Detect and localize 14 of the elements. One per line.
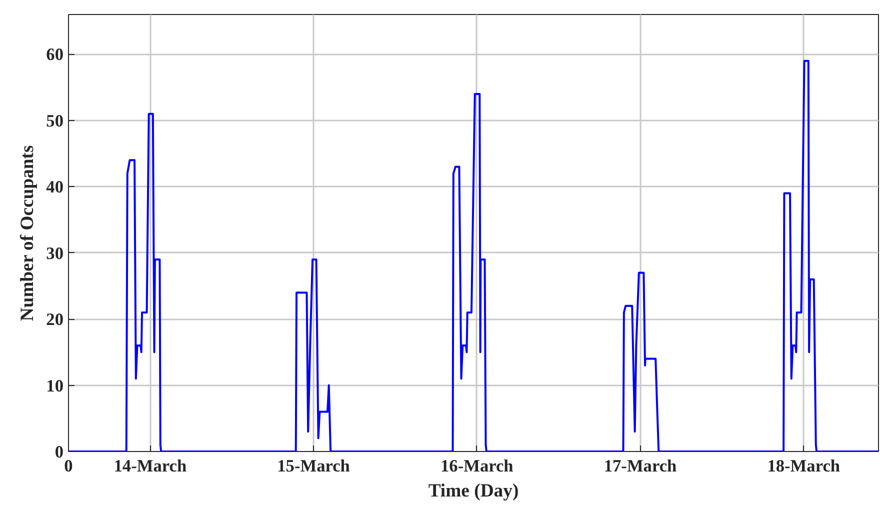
- y-axis-title: Number of Occupants: [17, 145, 38, 322]
- y-tick-label: 0: [54, 442, 64, 462]
- x-tick-label: 14-March: [114, 456, 187, 476]
- y-tick-label: 10: [46, 376, 64, 396]
- x-tick-label: 17-March: [604, 456, 678, 476]
- x-tick-label: 18-March: [767, 456, 840, 476]
- y-tick-label: 20: [46, 310, 64, 330]
- y-tick-label: 50: [46, 111, 64, 130]
- y-tick-label: 40: [46, 178, 64, 197]
- x-tick-label: 15-March: [277, 456, 350, 476]
- y-tick-label: 60: [46, 45, 64, 64]
- x-axis-title: Time (Day): [428, 480, 519, 502]
- y-tick-label: 30: [46, 244, 64, 263]
- x-tick-label: 16-March: [440, 456, 514, 476]
